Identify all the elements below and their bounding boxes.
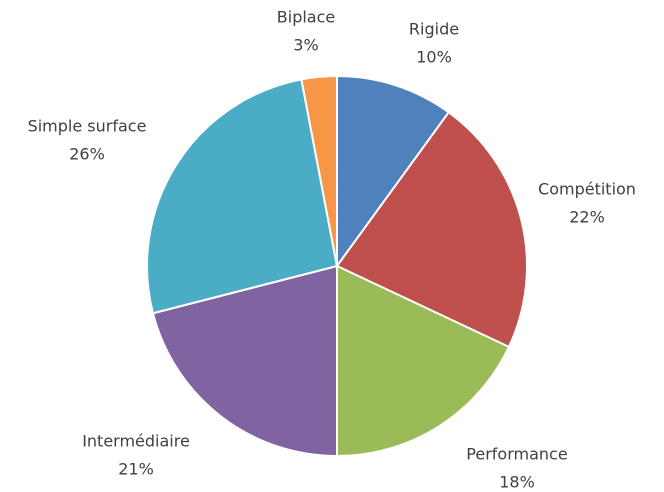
slice-value-label: 22% [569,208,605,227]
pie-slice [300,74,338,267]
pie-slice [146,78,339,315]
slice-category-label: Compétition [538,180,636,199]
pie-slice [151,264,338,458]
slice-value-label: 10% [416,48,452,67]
slice-category-label: Biplace [277,8,335,27]
pie-slice [336,74,451,270]
slice-category-label: Intermédiaire [82,432,190,451]
slice-value-label: 3% [293,36,318,55]
slice-category-label: Rigide [409,20,459,39]
slice-value-label: 21% [118,460,154,479]
slice-category-label: Performance [466,445,567,464]
pie-slice [336,264,511,458]
slice-category-label: Simple surface [28,117,147,136]
slice-value-label: 26% [69,145,105,164]
slice-value-label: 18% [499,473,535,492]
